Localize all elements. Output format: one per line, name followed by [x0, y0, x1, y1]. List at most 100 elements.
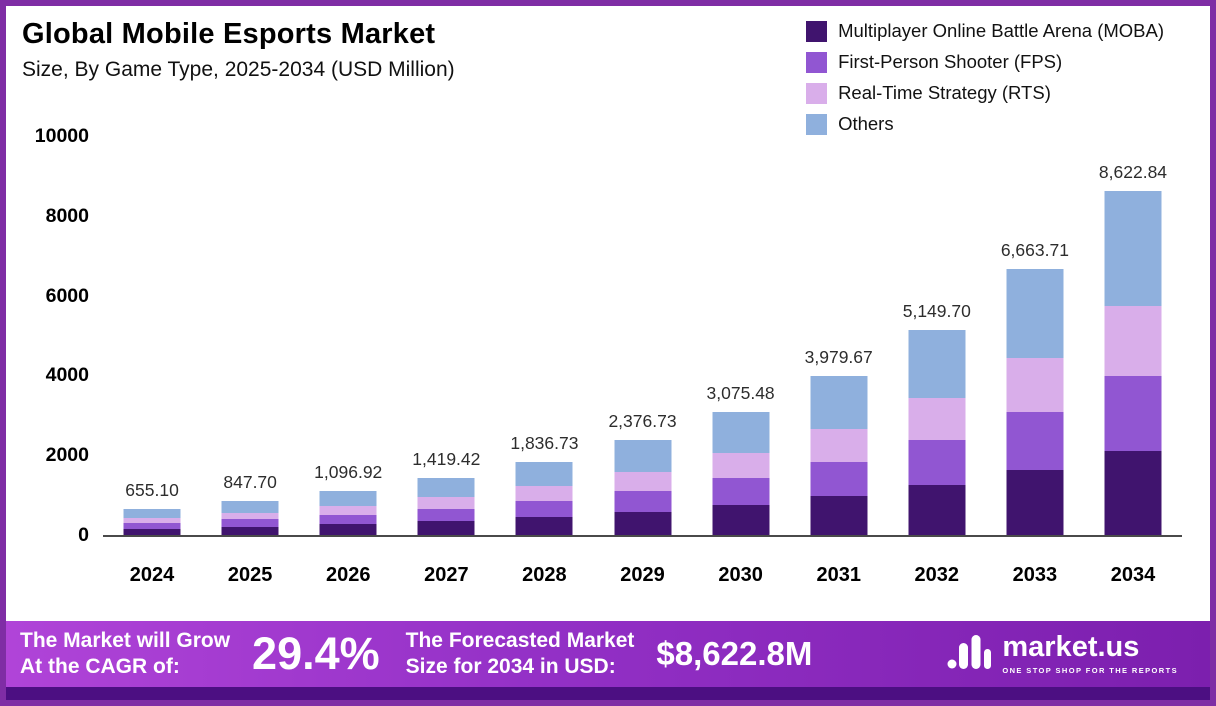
- legend-item-4: Others: [806, 113, 1164, 135]
- x-axis-labels: 2024 2025 2026 2027 2028 2029 2030 2031 2032 2033…: [103, 564, 1182, 587]
- bar-segment-others: [1104, 190, 1162, 306]
- bar-segment-rts: [319, 505, 377, 515]
- x-axis-label: 2028: [522, 564, 567, 586]
- legend-item-1: Multiplayer Online Battle Arena (MOBA): [806, 20, 1164, 42]
- bar-value-label: 3,979.67: [804, 347, 873, 368]
- bar-segment-others: [515, 461, 573, 487]
- bar-value-label: 3,075.48: [706, 383, 775, 404]
- bar-segment-moba: [221, 526, 279, 535]
- bar-segment-moba: [417, 521, 475, 535]
- footer-strip: [6, 687, 1210, 700]
- y-axis-tick: 10000: [34, 125, 89, 147]
- bar-segment-moba: [123, 528, 181, 535]
- y-axis-tick: 0: [78, 524, 89, 546]
- legend-label: Multiplayer Online Battle Arena (MOBA): [838, 20, 1164, 41]
- bar-column-2032: 5,149.70: [888, 136, 986, 535]
- bar-value-label: 6,663.71: [1000, 240, 1069, 261]
- bar-segment-others: [614, 440, 672, 472]
- x-axis-label: 2030: [718, 564, 763, 586]
- x-axis-label: 2032: [914, 564, 960, 586]
- bar-stack: [1104, 190, 1162, 535]
- bar-segment-moba: [614, 511, 672, 535]
- bar-segment-fps: [417, 508, 475, 522]
- bar-segment-rts: [810, 429, 868, 462]
- stacked-bar-chart: 655.10 847.70 1,096.92 1,419.42 1,836.73 2,37…: [6, 110, 1210, 621]
- bar-segment-moba: [1104, 451, 1162, 535]
- bar-stack: [319, 491, 377, 535]
- x-axis-label: 2024: [129, 564, 175, 586]
- bar-segment-fps: [712, 478, 770, 506]
- chart-title: Global Mobile Esports Market: [22, 18, 436, 50]
- cagr-caption-line2: At the CAGR of:: [20, 655, 180, 678]
- x-axis-label: 2029: [620, 564, 665, 586]
- bar-column-2024: 655.10: [103, 136, 201, 535]
- bar-segment-moba: [810, 496, 868, 535]
- bar-segment-moba: [908, 485, 966, 535]
- bar-segment-moba: [1006, 470, 1064, 535]
- bar-segment-others: [712, 412, 770, 454]
- bars-group: 655.10 847.70 1,096.92 1,419.42 1,836.73 2,37…: [103, 136, 1182, 535]
- bar-segment-rts: [614, 471, 672, 492]
- forecast-caption: The Forecasted Market Size for 2034 in U…: [406, 628, 635, 681]
- bar-column-2025: 847.70: [201, 136, 299, 535]
- market-us-logo: market.us ONE STOP SHOP FOR THE REPORTS: [946, 629, 1178, 680]
- y-axis-tick: 2000: [45, 444, 89, 467]
- bar-segment-rts: [712, 453, 770, 479]
- bar-column-2031: 3,979.67: [790, 136, 888, 535]
- legend-swatch: [806, 113, 828, 135]
- bar-value-label: 655.10: [125, 479, 179, 500]
- chart-header: Global Mobile Esports Market Size, By Ga…: [6, 6, 1210, 135]
- bar-segment-fps: [221, 519, 279, 527]
- bar-segment-others: [221, 501, 279, 513]
- plot-area: 655.10 847.70 1,096.92 1,419.42 1,836.73 2,37…: [35, 125, 1182, 546]
- legend-swatch: [806, 82, 828, 104]
- cagr-caption: The Market will Grow At the CAGR of:: [20, 628, 230, 681]
- bar-segment-rts: [1104, 305, 1162, 376]
- bar-stack: [908, 329, 966, 535]
- chart-subtitle: Size, By Game Type, 2025-2034 (USD Milli…: [22, 58, 455, 81]
- bar-value-label: 2,376.73: [608, 411, 677, 432]
- brand-tagline: ONE STOP SHOP FOR THE REPORTS: [1002, 666, 1178, 675]
- legend-swatch: [806, 51, 828, 73]
- bar-stack: [417, 478, 475, 535]
- bar-column-2026: 1,096.92: [299, 136, 397, 535]
- bar-value-label: 1,419.42: [412, 449, 481, 470]
- bar-segment-fps: [123, 522, 181, 529]
- bar-column-2033: 6,663.71: [986, 136, 1084, 535]
- bar-segment-rts: [221, 512, 279, 520]
- legend-item-2: First-Person Shooter (FPS): [806, 51, 1164, 73]
- x-axis-label: 2031: [816, 564, 861, 586]
- bar-segment-fps: [810, 461, 868, 497]
- x-axis-label: 2034: [1110, 564, 1156, 586]
- legend-swatch: [806, 20, 828, 42]
- bar-stack: [810, 376, 868, 535]
- bar-segment-others: [908, 329, 966, 399]
- bar-value-label: 8,622.84: [1098, 161, 1168, 182]
- bar-value-label: 1,096.92: [314, 462, 383, 483]
- bar-stack: [712, 412, 770, 535]
- y-axis-tick: 4000: [45, 364, 89, 387]
- y-axis-tick: 8000: [45, 204, 89, 227]
- bar-value-label: 5,149.70: [902, 300, 971, 321]
- bar-stack: [123, 508, 181, 535]
- bar-segment-rts: [123, 517, 181, 523]
- forecast-value: $8,622.8M: [656, 635, 813, 672]
- bar-column-2030: 3,075.48: [692, 136, 790, 535]
- x-axis-label: 2033: [1012, 564, 1058, 586]
- bar-column-2034: 8,622.84: [1084, 136, 1182, 535]
- bar-segment-fps: [908, 439, 966, 486]
- bar-segment-rts: [908, 398, 966, 440]
- forecast-caption-line2: Size for 2034 in USD:: [405, 655, 616, 678]
- bar-stack: [221, 501, 279, 535]
- bar-segment-fps: [515, 501, 573, 518]
- x-axis-label: 2026: [325, 564, 371, 586]
- bar-segment-others: [810, 376, 868, 430]
- bar-segment-others: [417, 478, 475, 498]
- bar-stack: [515, 461, 573, 535]
- footer-banner: The Market will Grow At the CAGR of: 29.…: [6, 621, 1210, 687]
- bar-stack: [614, 440, 672, 535]
- bar-segment-moba: [515, 517, 573, 535]
- bar-segment-others: [1006, 269, 1064, 358]
- brand-name: market.us: [1002, 631, 1140, 663]
- legend-label: Real-Time Strategy (RTS): [838, 82, 1051, 103]
